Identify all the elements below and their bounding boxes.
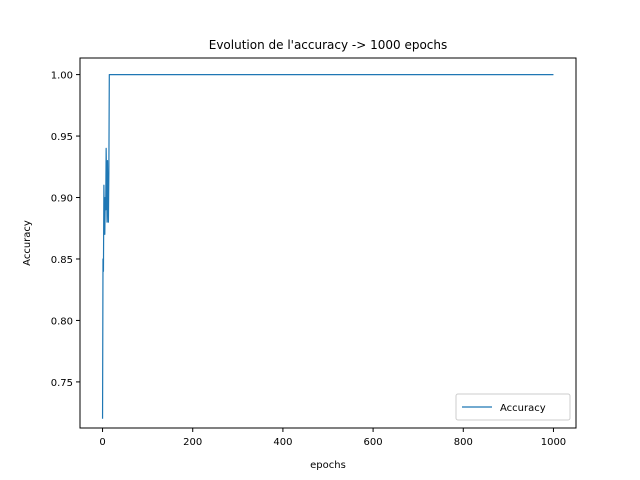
x-axis-label: epochs xyxy=(310,460,346,471)
y-axis: 0.75 0.80 0.85 0.90 0.95 1.00 xyxy=(51,71,80,389)
y-tick-label: 0.90 xyxy=(51,194,73,205)
legend: Accuracy xyxy=(455,393,571,421)
x-tick-label: 600 xyxy=(364,437,383,448)
y-tick-label: 0.75 xyxy=(51,378,73,389)
plot-area xyxy=(101,73,554,419)
x-tick-label: 400 xyxy=(273,437,292,448)
x-tick-label: 200 xyxy=(183,437,202,448)
y-tick-label: 0.85 xyxy=(51,255,73,266)
legend-box xyxy=(455,393,571,421)
y-axis-label: Accuracy xyxy=(22,220,33,266)
x-axis: 0 200 400 600 800 1000 xyxy=(99,428,566,448)
x-tick-label: 800 xyxy=(454,437,473,448)
x-tick-label: 1000 xyxy=(541,437,566,448)
y-tick-label: 0.80 xyxy=(51,316,73,327)
y-tick-label: 1.00 xyxy=(51,71,73,82)
legend-label-accuracy: Accuracy xyxy=(500,403,546,414)
axes-frame xyxy=(79,57,577,429)
series-line-accuracy xyxy=(101,73,554,419)
x-tick-label: 0 xyxy=(99,437,105,448)
y-tick-label: 0.95 xyxy=(51,132,73,143)
chart-title: Evolution de l'accuracy -> 1000 epochs xyxy=(209,38,448,52)
